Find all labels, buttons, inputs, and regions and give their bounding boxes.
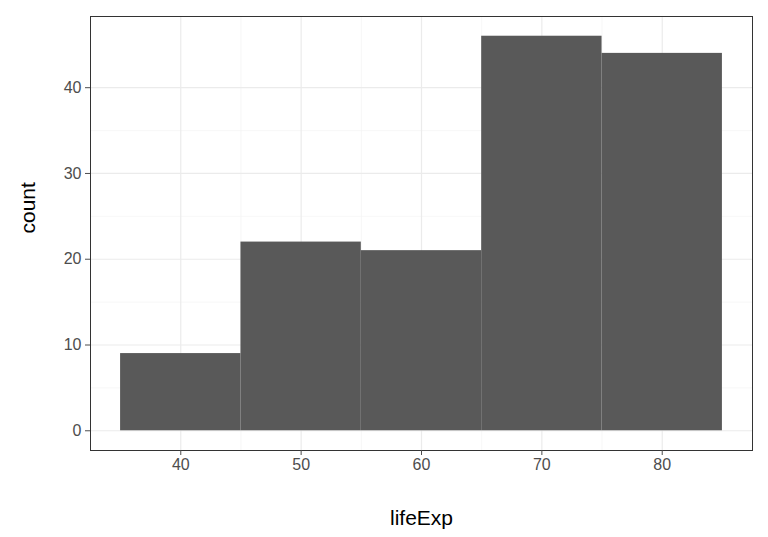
svg-text:40: 40 (172, 456, 190, 473)
svg-text:lifeExp: lifeExp (390, 506, 453, 529)
svg-text:80: 80 (653, 456, 671, 473)
svg-text:20: 20 (64, 250, 82, 267)
svg-text:30: 30 (64, 165, 82, 182)
svg-text:10: 10 (64, 336, 82, 353)
svg-text:60: 60 (413, 456, 431, 473)
svg-text:count: count (16, 182, 39, 234)
svg-text:50: 50 (292, 456, 310, 473)
svg-text:70: 70 (533, 456, 551, 473)
svg-text:0: 0 (73, 422, 82, 439)
svg-text:40: 40 (64, 79, 82, 96)
